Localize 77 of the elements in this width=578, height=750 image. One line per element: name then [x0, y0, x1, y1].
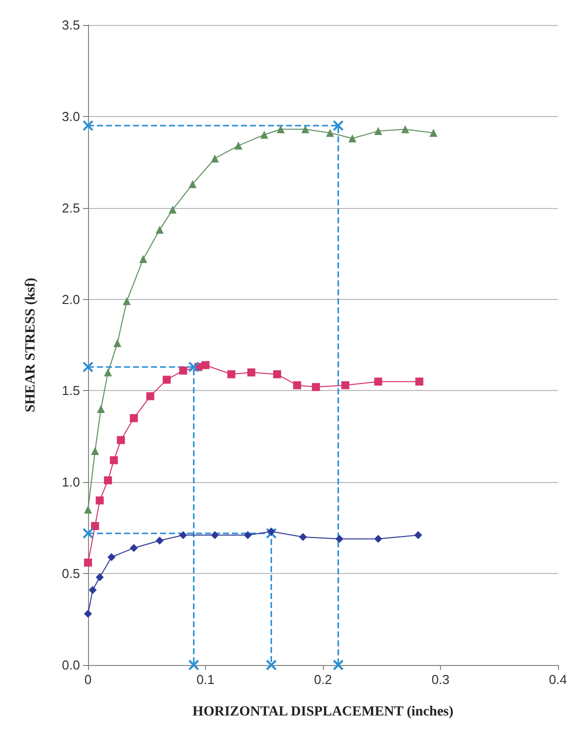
point	[130, 544, 138, 552]
y-tick-label: 3.0	[62, 108, 80, 124]
point	[108, 553, 116, 562]
point	[267, 528, 276, 536]
point	[162, 376, 171, 384]
x-axis-title: HORIZONTAL DISPLACEMENT (inches)	[192, 704, 454, 720]
point	[84, 610, 92, 618]
point	[332, 120, 344, 132]
point	[415, 378, 424, 386]
point	[326, 128, 334, 137]
point	[82, 361, 94, 372]
point	[84, 506, 92, 514]
point	[91, 522, 100, 530]
point	[96, 496, 104, 504]
y-tick-label: 0.0	[62, 658, 80, 672]
point	[429, 128, 438, 137]
point	[401, 125, 410, 134]
point	[116, 436, 125, 444]
point	[374, 378, 382, 386]
point	[130, 414, 138, 422]
point	[179, 366, 188, 375]
point	[82, 120, 94, 132]
x-tick-label: 0.1	[196, 672, 215, 687]
point	[88, 586, 97, 594]
point	[84, 558, 92, 567]
point	[276, 125, 285, 134]
y-tick-label: 2.5	[62, 200, 80, 216]
point	[188, 180, 197, 188]
point	[156, 226, 164, 234]
point	[201, 361, 210, 370]
point	[293, 381, 302, 390]
point	[188, 660, 200, 670]
y-tick-label: 1.0	[62, 474, 80, 490]
x-tick-label: 0.3	[431, 672, 450, 687]
point	[210, 531, 219, 540]
x-tick-label: 0	[84, 672, 92, 687]
point	[273, 370, 282, 378]
point	[110, 456, 118, 464]
y-tick-label: 0.5	[62, 566, 80, 582]
point	[227, 370, 236, 378]
point	[104, 368, 112, 376]
point	[299, 533, 308, 541]
point	[312, 383, 320, 392]
point	[146, 392, 154, 400]
point	[122, 297, 131, 306]
point	[96, 573, 104, 582]
point	[113, 339, 122, 348]
point	[247, 368, 256, 376]
point	[156, 536, 164, 545]
point	[139, 255, 148, 264]
point	[266, 528, 277, 539]
point	[260, 130, 268, 139]
point	[414, 531, 422, 540]
point	[210, 154, 219, 162]
point	[179, 531, 188, 540]
point	[374, 534, 382, 543]
point	[301, 125, 310, 134]
x-tick-label: 0.4	[548, 672, 568, 687]
x-tick-label: 0.2	[314, 672, 332, 687]
point	[168, 206, 177, 214]
point	[266, 660, 277, 670]
point	[82, 528, 94, 539]
y-axis-title: SHEAR STRESS (ksf)	[24, 277, 38, 412]
point	[244, 531, 252, 540]
point	[348, 134, 356, 142]
point	[234, 142, 242, 150]
point	[96, 405, 105, 413]
point	[91, 447, 100, 456]
y-tick-label: 3.5	[62, 18, 80, 32]
point	[332, 660, 344, 670]
point	[374, 127, 382, 136]
point	[335, 534, 344, 543]
y-tick-label: 2.0	[62, 292, 80, 307]
y-tick-label: 1.5	[62, 383, 80, 398]
point	[104, 476, 112, 484]
point	[188, 361, 200, 372]
point	[341, 381, 350, 390]
